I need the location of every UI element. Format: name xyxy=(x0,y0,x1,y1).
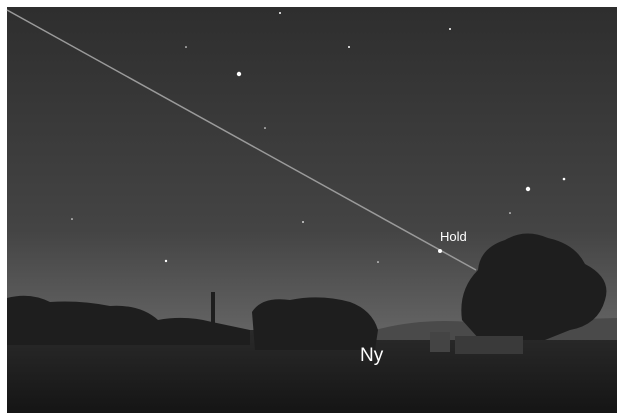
star-label: Hold xyxy=(440,229,467,244)
sky-view: Hold Ny xyxy=(0,0,623,419)
star-hold xyxy=(438,249,442,253)
direction-label: Ny xyxy=(360,345,384,366)
